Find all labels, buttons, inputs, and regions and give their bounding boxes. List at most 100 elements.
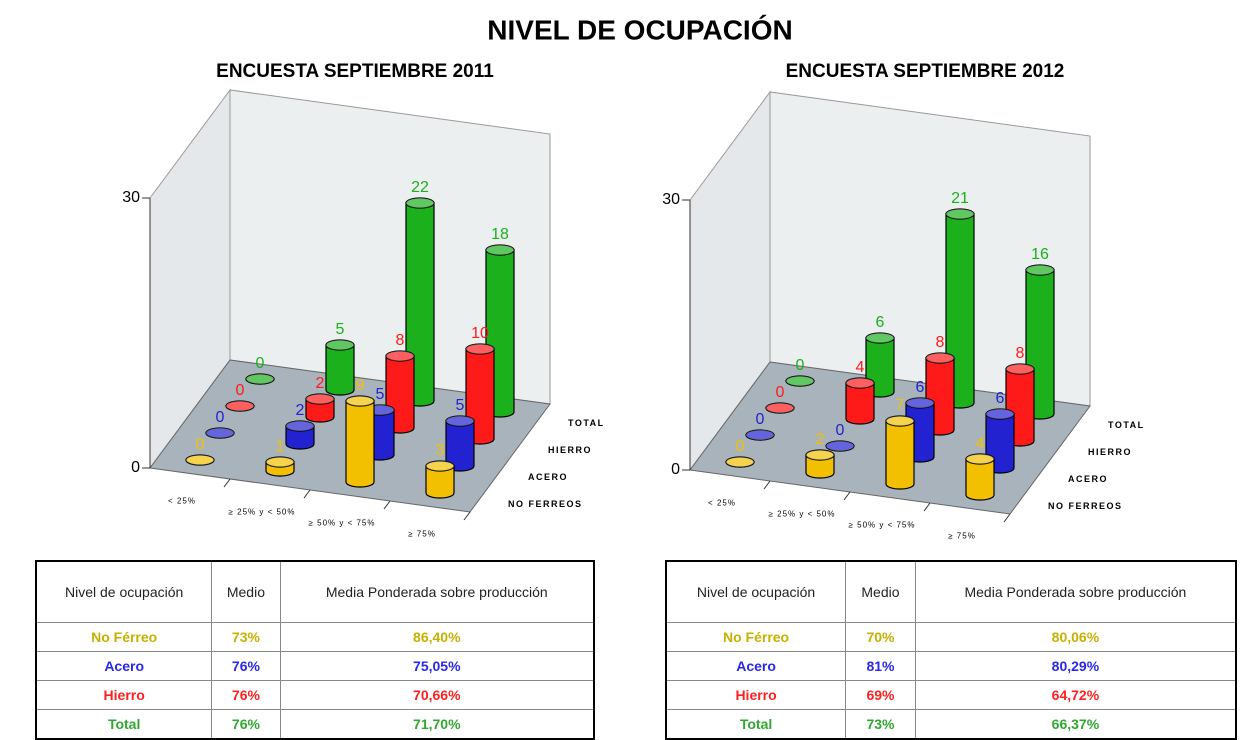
chart-subtitle: ENCUESTA SEPTIEMBRE 2012 [786, 61, 1065, 82]
bar-top [405, 197, 435, 209]
header-row: Nivel de ocupación Medio Media Ponderada s… [35, 560, 595, 623]
bar-top [925, 352, 955, 364]
x-tick [223, 478, 231, 488]
bar-top [785, 375, 815, 387]
table-cell: 81% [845, 651, 916, 681]
table: Nivel de ocupación Medio Media Ponderada s… [665, 560, 1237, 740]
data-label: 2 [296, 402, 305, 419]
bar-top-shine [406, 198, 434, 208]
x-tick-label: ≥ 75% [948, 532, 976, 541]
header-cell: Nivel de ocupación [35, 560, 213, 623]
table-cell: 73% [845, 709, 916, 740]
bar-top-shine [466, 344, 494, 354]
header-cell: Media Ponderada sobre producción [279, 560, 595, 623]
bar-top-shine [186, 455, 214, 465]
table-cell: 66,37% [914, 709, 1237, 740]
x-tick [383, 500, 391, 510]
bar [765, 402, 795, 414]
bar-top [885, 415, 915, 427]
bar [885, 415, 915, 490]
table-row: No Férreo 70% 80,06% [665, 622, 1237, 652]
bar-body [305, 398, 335, 423]
data-label: 22 [411, 179, 429, 196]
x-tick-label: ≥ 50% y < 75% [309, 519, 376, 528]
data-label: 0 [836, 422, 845, 439]
data-label: 8 [936, 334, 945, 351]
bar-body [885, 420, 915, 490]
x-tick-label: ≥ 25% y < 50% [229, 508, 296, 517]
data-label: 18 [491, 226, 509, 243]
series-label: TOTAL [1108, 420, 1145, 430]
data-label: 0 [736, 438, 745, 455]
bar-top [1025, 264, 1055, 276]
bar-top-shine [906, 398, 934, 408]
bar-top-shine [806, 450, 834, 460]
bar-top-shine [966, 454, 994, 464]
bar [245, 373, 275, 385]
table-cell: 76% [211, 651, 281, 681]
table-cell: Acero [665, 651, 847, 681]
bar [425, 460, 455, 499]
bar-top-shine [826, 441, 854, 451]
bar [305, 393, 335, 423]
bar-top [245, 373, 275, 385]
table-row: No Férreo 73% 86,40% [35, 622, 595, 652]
data-label: 2 [816, 431, 825, 448]
x-tick [843, 491, 851, 501]
bar [725, 456, 755, 468]
bar-top-shine [1026, 265, 1054, 275]
x-tick-label: < 25% [168, 497, 196, 506]
table-cell: 70% [845, 622, 916, 652]
bar-top [285, 420, 315, 432]
bar-top [865, 332, 895, 344]
series-label: NO FERREOS [508, 499, 583, 509]
bar-top-shine [426, 461, 454, 471]
bar [805, 449, 835, 479]
table-row: Hierro 76% 70,66% [35, 680, 595, 710]
bar-top-shine [346, 396, 374, 406]
x-tick [763, 480, 771, 490]
bar-top-shine [326, 340, 354, 350]
bar-top [745, 429, 775, 441]
bar [185, 454, 215, 466]
y-tick-label: 0 [131, 459, 140, 476]
bar-top-shine [1006, 364, 1034, 374]
table-cell: Total [665, 709, 847, 740]
data-label: 0 [776, 384, 785, 401]
bar-body [325, 344, 355, 396]
table-cell: 80,29% [914, 651, 1237, 681]
bar-body [805, 454, 835, 479]
bar-top-shine [486, 245, 514, 255]
table-cell: 69% [845, 680, 916, 710]
page-title: NIVEL DE OCUPACIÓN [487, 14, 792, 45]
x-tick-label: ≥ 50% y < 75% [849, 521, 916, 530]
bar-top [845, 377, 875, 389]
data-label: 4 [856, 359, 865, 376]
table-cell: 73% [211, 622, 281, 652]
x-tick-label: < 25% [708, 499, 736, 508]
data-label: 0 [256, 355, 265, 372]
x-tick [1003, 513, 1011, 523]
x-tick [923, 502, 931, 512]
header-cell: Media Ponderada sobre producción [914, 560, 1237, 623]
bar-top-shine [746, 430, 774, 440]
bar-top-shine [266, 457, 294, 467]
table-row: Acero 76% 75,05% [35, 651, 595, 681]
bar-top [985, 408, 1015, 420]
data-label: 7 [896, 397, 905, 414]
bar [345, 395, 375, 488]
bar [845, 377, 875, 425]
bar-top-shine [206, 428, 234, 438]
bar [825, 440, 855, 452]
bar-body [285, 425, 315, 450]
bar [785, 375, 815, 387]
table-cell: Acero [35, 651, 213, 681]
chart-subtitle: ENCUESTA SEPTIEMBRE 2011 [216, 61, 494, 82]
bar-top-shine [446, 416, 474, 426]
bar-top [385, 350, 415, 362]
table-cell: Hierro [35, 680, 213, 710]
table-cell: 76% [211, 680, 281, 710]
bar [265, 456, 295, 477]
bar-top-shine [986, 409, 1014, 419]
table-cell: No Férreo [35, 622, 213, 652]
